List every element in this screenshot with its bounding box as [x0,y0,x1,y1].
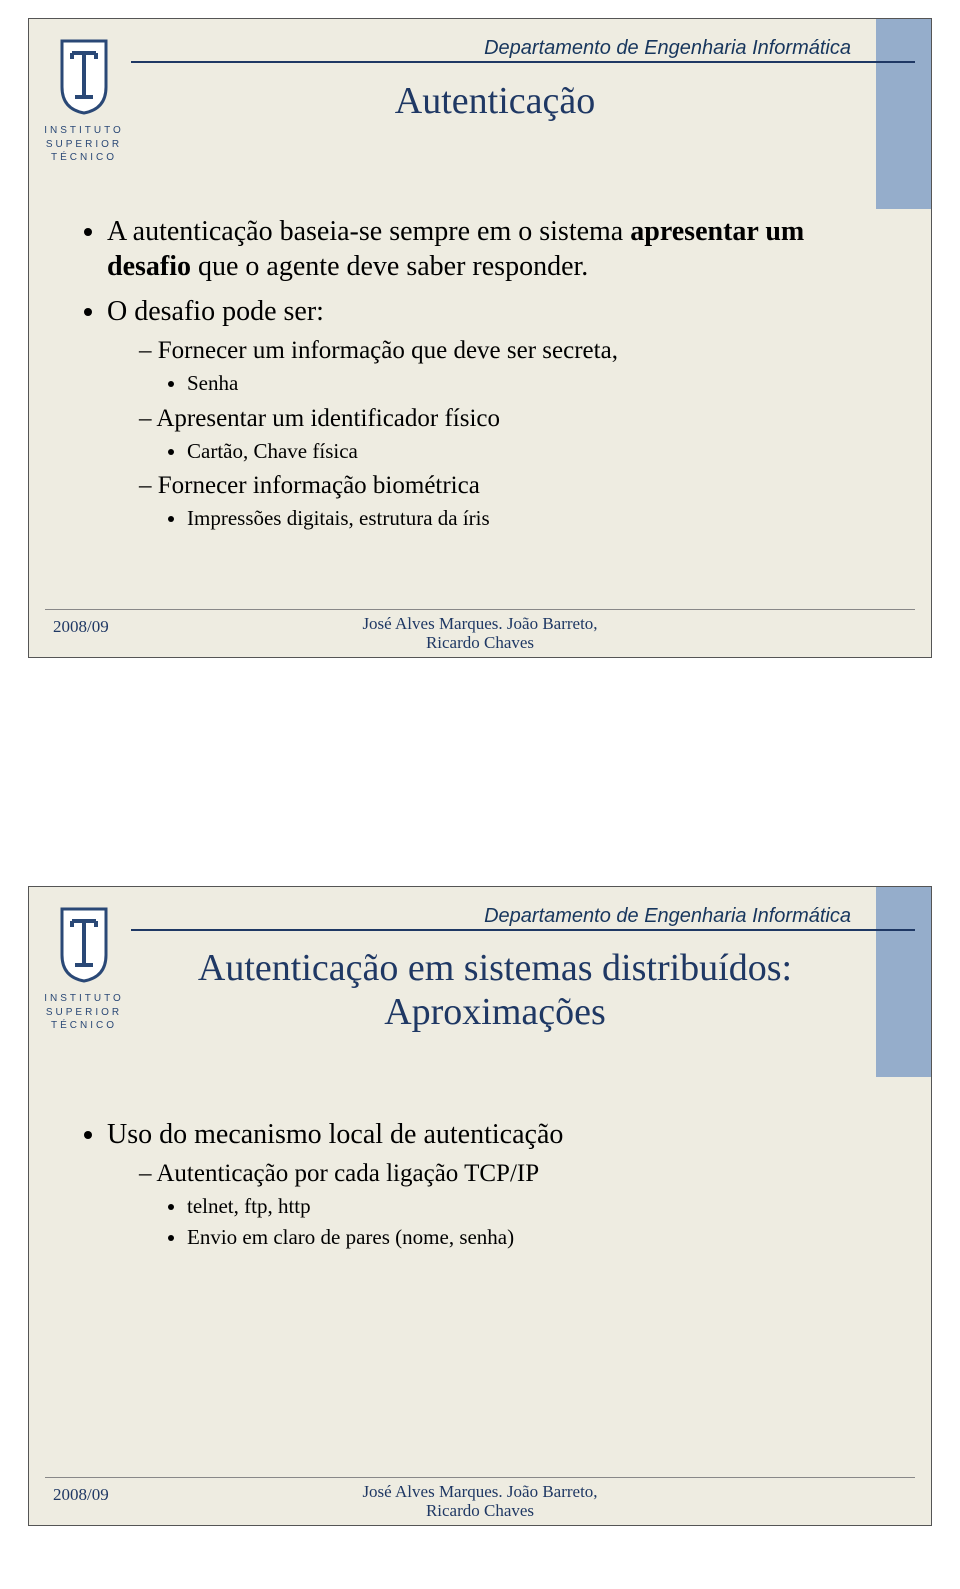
slide-header: Departamento de Engenharia Informática [29,897,931,941]
authors-line1: José Alves Marques. João Barreto, [362,614,597,633]
authors-line1: José Alves Marques. João Barreto, [362,1482,597,1501]
logo-text-line1: INSTITUTO [39,992,129,1006]
authors-line2: Ricardo Chaves [426,1501,534,1520]
slide-gap [0,688,960,868]
slide-footer: 2008/09 José Alves Marques. João Barreto… [29,1477,931,1517]
bullet-item: A autenticação baseia-se sempre em o sis… [107,214,891,284]
page: INSTITUTO SUPERIOR TÉCNICO Departamento … [0,0,960,1556]
slide-title: Autenticação [139,79,851,123]
slide-2: INSTITUTO SUPERIOR TÉCNICO Departamento … [28,886,932,1526]
text-fragment: A autenticação baseia-se sempre em o sis… [107,216,630,247]
sub-item: Apresentar um identificador físico Cartã… [139,403,891,465]
slide-body: Uso do mecanismo local de autenticação A… [69,1117,891,1465]
text-fragment: Uso do mecanismo local de autenticação [107,1119,563,1150]
footer-authors: José Alves Marques. João Barreto, Ricard… [29,615,931,652]
footer-rule [45,1477,915,1478]
subsub-item: Cartão, Chave física [187,438,891,464]
slide-header: Departamento de Engenharia Informática [29,29,931,73]
header-rule [131,61,915,63]
footer-authors: José Alves Marques. João Barreto, Ricard… [29,1483,931,1520]
subsub-item: Senha [187,370,891,396]
bullet-item: O desafio pode ser: Fornecer um informaç… [107,294,891,532]
slide-1-container: INSTITUTO SUPERIOR TÉCNICO Departamento … [0,0,960,688]
bullet-list: Uso do mecanismo local de autenticação A… [69,1117,891,1250]
logo-text-line2: SUPERIOR [39,138,129,152]
bullet-list: A autenticação baseia-se sempre em o sis… [69,214,891,532]
slide-1: INSTITUTO SUPERIOR TÉCNICO Departamento … [28,18,932,658]
text-fragment: Apresentar um identificador físico [156,405,500,432]
slide-title: Autenticação em sistemas distribuídos: A… [139,947,851,1034]
text-fragment: Fornecer um informação que deve ser secr… [158,337,618,364]
department-label: Departamento de Engenharia Informática [484,905,851,928]
logo-text-line3: TÉCNICO [39,1019,129,1033]
sub-item: Fornecer informação biométrica Impressõe… [139,470,891,532]
logo-text-line3: TÉCNICO [39,151,129,165]
title-line2: Aproximações [384,991,606,1033]
subsub-item: telnet, ftp, http [187,1193,891,1219]
text-fragment: O desafio pode ser: [107,296,324,327]
slide-body: A autenticação baseia-se sempre em o sis… [69,214,891,597]
authors-line2: Ricardo Chaves [426,633,534,652]
text-fragment: Fornecer informação biométrica [158,472,480,499]
subsub-list: Senha [139,370,891,396]
title-line1: Autenticação em sistemas distribuídos: [198,947,792,989]
bullet-item: Uso do mecanismo local de autenticação A… [107,1117,891,1250]
subsub-item: Envio em claro de pares (nome, senha) [187,1224,891,1250]
sub-list: Autenticação por cada ligação TCP/IP tel… [107,1158,891,1250]
subsub-list: Cartão, Chave física [139,438,891,464]
subsub-list: telnet, ftp, http Envio em claro de pare… [139,1193,891,1250]
sub-item: Fornecer um informação que deve ser secr… [139,335,891,397]
text-fragment: Autenticação por cada ligação TCP/IP [156,1160,539,1187]
department-label: Departamento de Engenharia Informática [484,37,851,60]
sub-list: Fornecer um informação que deve ser secr… [107,335,891,532]
subsub-list: Impressões digitais, estrutura da íris [139,505,891,531]
slide-footer: 2008/09 José Alves Marques. João Barreto… [29,609,931,649]
sub-item: Autenticação por cada ligação TCP/IP tel… [139,1158,891,1250]
text-fragment: que o agente deve saber responder. [191,251,588,282]
header-rule [131,929,915,931]
logo-text-line1: INSTITUTO [39,124,129,138]
footer-rule [45,609,915,610]
slide-2-container: INSTITUTO SUPERIOR TÉCNICO Departamento … [0,868,960,1556]
subsub-item: Impressões digitais, estrutura da íris [187,505,891,531]
logo-text-line2: SUPERIOR [39,1006,129,1020]
